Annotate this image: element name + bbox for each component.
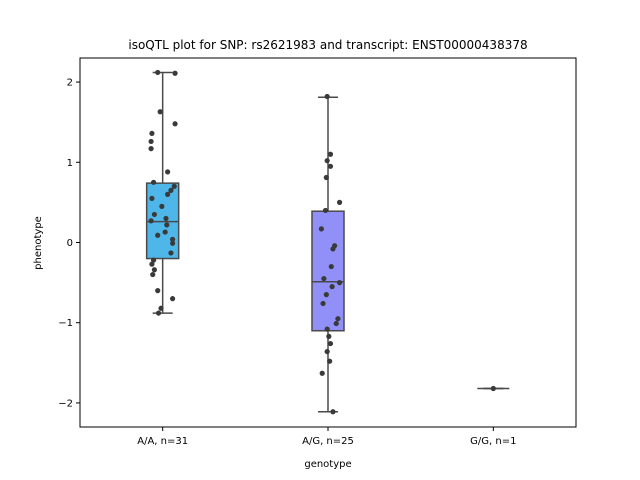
data-point [169, 296, 176, 302]
x-axis: A/A, n=31 A/G, n=25 G/G, n=1 [137, 427, 516, 447]
data-point [321, 275, 327, 282]
data-point [327, 163, 334, 169]
data-point [324, 93, 330, 100]
data-point [328, 263, 334, 270]
data-point [149, 261, 155, 267]
data-point [165, 169, 171, 175]
data-point [322, 207, 329, 214]
data-point [335, 316, 341, 322]
data-point [168, 250, 174, 256]
data-point [148, 146, 154, 152]
data-point [333, 320, 339, 327]
data-point [155, 232, 161, 238]
x-axis-label: genotype [304, 459, 351, 470]
data-point [169, 240, 176, 246]
data-point [157, 109, 163, 115]
x-tick-label: G/G, n=1 [470, 436, 516, 447]
data-point [148, 138, 154, 145]
data-point [336, 280, 343, 286]
data-point [150, 179, 157, 185]
y-tick-label: 0 [67, 238, 73, 249]
data-point [172, 70, 178, 76]
x-tick-label: A/A, n=31 [137, 436, 188, 447]
box [311, 210, 345, 332]
chart-title: isoQTL plot for SNP: rs2621983 and trans… [128, 38, 527, 52]
y-tick-label: 2 [67, 78, 73, 89]
data-point [159, 203, 165, 210]
data-point [330, 409, 336, 415]
data-point [319, 370, 325, 376]
data-point [151, 267, 157, 273]
data-point [164, 222, 170, 228]
data-point [155, 288, 161, 294]
data-point [148, 218, 154, 224]
x-tick-label: A/G, n=25 [302, 436, 354, 447]
data-point [324, 326, 330, 332]
data-point [320, 300, 326, 307]
y-tick-label: 1 [67, 158, 73, 169]
data-point [172, 121, 178, 127]
data-point [323, 174, 329, 181]
data-point [330, 246, 336, 252]
data-point [318, 226, 324, 232]
y-axis: −2 −1 0 1 2 [58, 78, 80, 409]
data-point [327, 151, 334, 157]
data-point [326, 333, 332, 339]
y-tick-label: −2 [58, 398, 73, 409]
data-point [163, 215, 169, 222]
data-point [323, 292, 329, 298]
data-point [158, 305, 164, 311]
data-point [324, 348, 330, 355]
data-point [324, 158, 330, 164]
data-point [329, 284, 335, 290]
data-point [150, 271, 156, 278]
data-point [162, 229, 168, 235]
data-point [171, 183, 177, 189]
data-point [169, 236, 176, 242]
data-point [149, 130, 155, 137]
data-point [490, 385, 496, 392]
data-point [336, 199, 343, 205]
data-point [327, 340, 334, 347]
y-axis-label: phenotype [33, 216, 44, 270]
plot-area [145, 69, 510, 415]
data-point [327, 358, 333, 364]
data-point [165, 191, 171, 197]
box-group [311, 96, 345, 413]
data-point [155, 310, 162, 316]
data-point [150, 257, 157, 263]
y-tick-label: −1 [58, 318, 73, 329]
data-point [155, 69, 161, 76]
data-point [151, 211, 157, 218]
data-point [149, 195, 155, 201]
data-point [168, 187, 174, 193]
box-group [145, 71, 180, 314]
